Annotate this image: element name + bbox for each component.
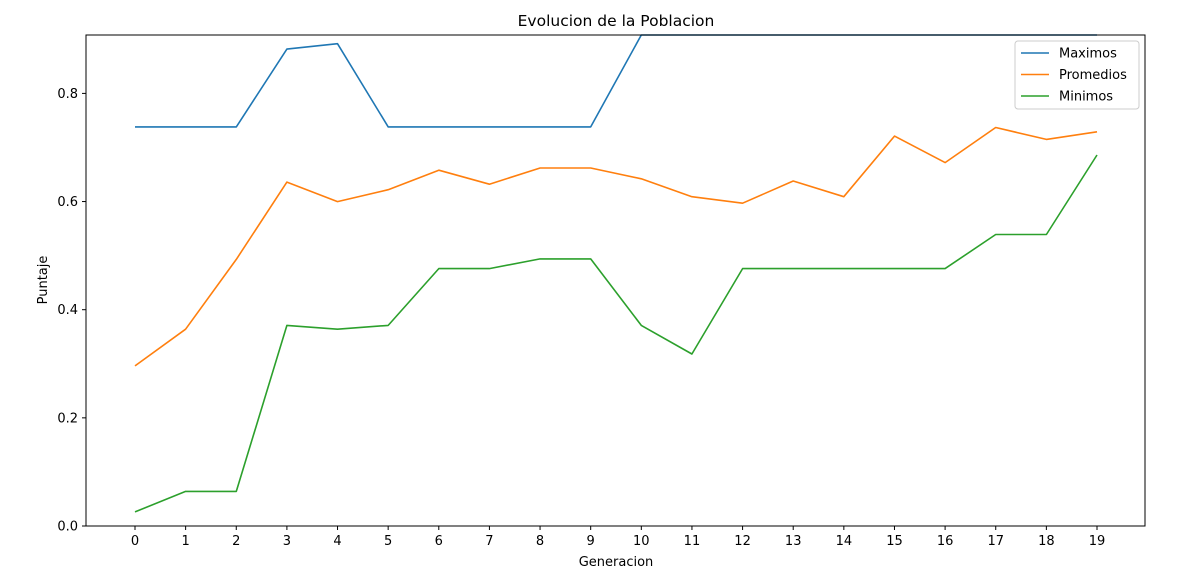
- x-tick-label: 13: [785, 534, 802, 549]
- y-tick-label: 0.4: [57, 303, 78, 318]
- x-tick-label: 9: [587, 534, 595, 549]
- series-line-minimos: [134, 154, 1098, 513]
- x-tick-label: 10: [633, 534, 650, 549]
- x-tick-label: 4: [333, 534, 341, 549]
- x-tick-label: 2: [232, 534, 240, 549]
- legend: Maximos Promedios Minimos: [1014, 40, 1140, 110]
- x-tick-label: 16: [937, 534, 954, 549]
- x-tick-label: 11: [684, 534, 701, 549]
- x-tick-label: 5: [384, 534, 392, 549]
- y-tick-label: 0.2: [57, 411, 78, 426]
- x-tick-label: 6: [435, 534, 443, 549]
- x-axis: 0 1 2 3 4 5 6 7 8 9 10 11 12 13 14 15 16 17 18 19: [131, 526, 1105, 549]
- x-tick-label: 0: [131, 534, 139, 549]
- x-tick-label: 15: [886, 534, 903, 549]
- x-tick-label: 8: [536, 534, 544, 549]
- plot-frame: [85, 34, 1146, 527]
- x-tick-label: 19: [1089, 534, 1106, 549]
- y-axis: 0.0 0.2 0.4 0.6 0.8: [57, 87, 86, 535]
- x-tick-label: 3: [283, 534, 291, 549]
- y-tick-label: 0.8: [57, 87, 78, 102]
- x-tick-label: 18: [1038, 534, 1055, 549]
- y-axis-label: Puntaje: [36, 256, 51, 305]
- x-tick-label: 17: [987, 534, 1004, 549]
- x-tick-label: 1: [181, 534, 189, 549]
- x-tick-label: 7: [485, 534, 493, 549]
- y-tick-label: 0.0: [57, 520, 78, 535]
- legend-label: Promedios: [1059, 68, 1127, 83]
- chart-title: Evolucion de la Poblacion: [518, 12, 715, 30]
- legend-box: [1014, 40, 1140, 110]
- legend-label: Maximos: [1059, 47, 1117, 62]
- x-tick-label: 14: [836, 534, 853, 549]
- legend-label: Minimos: [1059, 90, 1113, 105]
- series-line-maximos: [135, 34, 1097, 128]
- series-layer: [134, 34, 1098, 513]
- x-axis-label: Generacion: [579, 555, 654, 570]
- x-tick-label: 12: [734, 534, 751, 549]
- y-tick-label: 0.6: [57, 195, 78, 210]
- series-line-promedios: [134, 126, 1098, 367]
